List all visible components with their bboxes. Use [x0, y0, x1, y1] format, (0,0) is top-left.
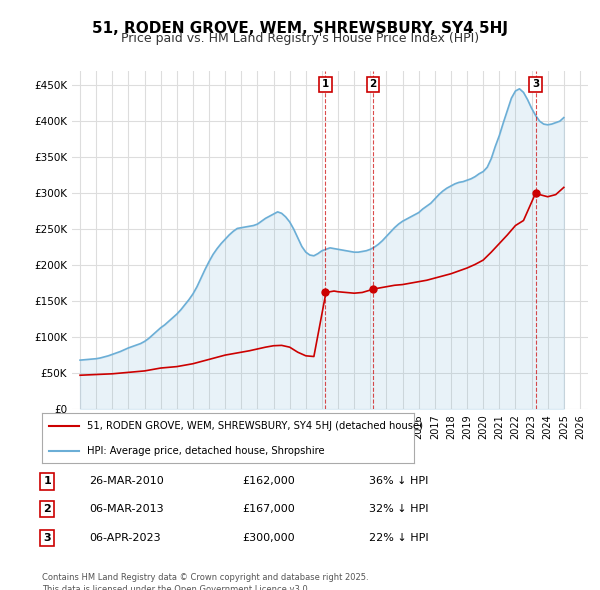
Text: HPI: Average price, detached house, Shropshire: HPI: Average price, detached house, Shro…	[86, 445, 324, 455]
Text: 2: 2	[370, 79, 377, 89]
Text: 51, RODEN GROVE, WEM, SHREWSBURY, SY4 5HJ (detached house): 51, RODEN GROVE, WEM, SHREWSBURY, SY4 5H…	[86, 421, 422, 431]
Text: 26-MAR-2010: 26-MAR-2010	[89, 477, 164, 486]
Text: 1: 1	[322, 79, 329, 89]
Text: 06-APR-2023: 06-APR-2023	[89, 533, 161, 543]
Text: 3: 3	[532, 79, 539, 89]
Text: £162,000: £162,000	[242, 477, 295, 486]
Text: 06-MAR-2013: 06-MAR-2013	[89, 504, 164, 514]
Text: Price paid vs. HM Land Registry's House Price Index (HPI): Price paid vs. HM Land Registry's House …	[121, 32, 479, 45]
Text: 22% ↓ HPI: 22% ↓ HPI	[370, 533, 429, 543]
Text: Contains HM Land Registry data © Crown copyright and database right 2025.
This d: Contains HM Land Registry data © Crown c…	[42, 573, 368, 590]
Text: 3: 3	[43, 533, 51, 543]
Text: 51, RODEN GROVE, WEM, SHREWSBURY, SY4 5HJ: 51, RODEN GROVE, WEM, SHREWSBURY, SY4 5H…	[92, 21, 508, 35]
Text: 32% ↓ HPI: 32% ↓ HPI	[370, 504, 429, 514]
Text: £300,000: £300,000	[242, 533, 295, 543]
Text: 1: 1	[43, 477, 51, 486]
Text: 2: 2	[43, 504, 51, 514]
Text: £167,000: £167,000	[242, 504, 295, 514]
Text: 36% ↓ HPI: 36% ↓ HPI	[370, 477, 429, 486]
